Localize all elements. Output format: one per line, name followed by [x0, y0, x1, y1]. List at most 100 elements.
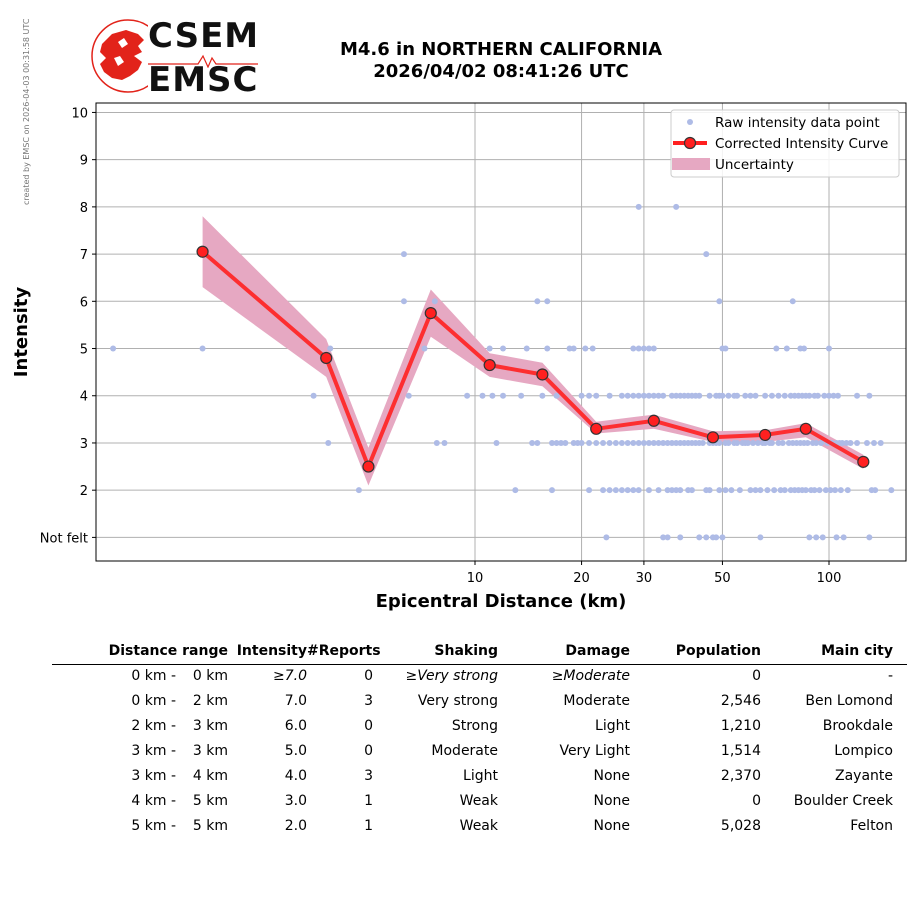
table-row: 0 km - 2 km 7.0 3 Very strong Moderate 2,546 Be… — [52, 690, 907, 715]
cell-distance-from: 5 km - — [131, 818, 176, 834]
y-tick-label: 7 — [80, 248, 88, 263]
raw-data-point — [813, 534, 820, 541]
raw-data-point — [775, 392, 782, 399]
curve-marker — [424, 307, 437, 320]
raw-data-point — [847, 439, 854, 446]
x-tick-label: 50 — [714, 571, 731, 586]
cell-reports: 3 — [364, 768, 373, 784]
cell-distance-to: 3 km — [192, 743, 228, 759]
raw-data-point — [833, 534, 840, 541]
chart-title-line2: 2026/04/02 08:41:26 UTC — [373, 61, 629, 82]
raw-data-point — [645, 487, 652, 494]
raw-data-point — [600, 439, 607, 446]
cell-population: 1,514 — [720, 743, 761, 759]
raw-data-point — [664, 534, 671, 541]
raw-data-point — [821, 392, 828, 399]
raw-data-point — [734, 439, 741, 446]
raw-data-point — [655, 439, 662, 446]
cell-damage: None — [593, 768, 630, 784]
raw-data-point — [716, 298, 723, 305]
raw-data-point — [871, 439, 878, 446]
curve-marker — [799, 422, 812, 435]
curve-layer — [196, 245, 870, 473]
curve-marker — [536, 368, 549, 381]
cell-main-city: Lompico — [834, 743, 893, 759]
raw-data-point — [747, 487, 754, 494]
raw-data-point — [706, 487, 713, 494]
raw-data-point — [888, 487, 895, 494]
raw-data-point — [802, 487, 809, 494]
raw-data-point — [650, 439, 657, 446]
legend-label: Raw intensity data point — [715, 115, 880, 131]
corrected-curve-line — [201, 250, 865, 469]
raw-data-point — [762, 439, 769, 446]
cell-distance-from: 3 km - — [131, 768, 176, 784]
raw-data-point — [673, 392, 680, 399]
raw-data-point — [826, 392, 833, 399]
raw-data-point — [744, 439, 751, 446]
raw-data-point — [660, 392, 667, 399]
raw-data-point — [696, 392, 703, 399]
raw-data-point — [650, 345, 657, 352]
curve-marker — [706, 431, 720, 444]
raw-data-point — [325, 439, 332, 446]
raw-data-point — [673, 487, 680, 494]
raw-data-point — [586, 392, 593, 399]
raw-data-point — [801, 345, 808, 352]
y-tick-label: 10 — [71, 106, 88, 121]
raw-data-point — [640, 439, 647, 446]
header-reports: #Reports — [307, 643, 381, 659]
cell-distance-from: 3 km - — [131, 743, 176, 759]
header-damage: Damage — [565, 643, 630, 659]
raw-data-point — [713, 534, 720, 541]
cell-main-city: - — [887, 668, 893, 684]
raw-data-point — [736, 487, 743, 494]
y-tick-label: Not felt — [40, 531, 88, 546]
legend-uncertainty-swatch — [672, 158, 710, 170]
raw-data-point — [764, 487, 771, 494]
raw-data-point — [832, 487, 839, 494]
raw-data-point — [606, 392, 613, 399]
cell-intensity: ≥7.0 — [273, 668, 307, 684]
table-row: 0 km - 0 km ≥7.0 0 ≥Very strong ≥Moderate 0 - — [52, 665, 907, 690]
raw-data-point — [635, 345, 642, 352]
cell-damage: None — [593, 793, 630, 809]
raw-data-point — [534, 439, 541, 446]
legend-box — [670, 109, 900, 178]
raw-data-point — [110, 345, 117, 352]
plot-frame — [95, 102, 907, 562]
raw-data-point — [827, 487, 834, 494]
cell-population: 5,028 — [720, 818, 761, 834]
raw-data-point — [500, 392, 507, 399]
raw-data-point — [781, 487, 788, 494]
raw-data-point — [624, 392, 631, 399]
raw-data-point — [742, 392, 749, 399]
raw-data-point — [635, 487, 642, 494]
raw-data-point — [544, 298, 551, 305]
x-tick-label: 10 — [467, 571, 484, 586]
raw-data-point — [866, 534, 873, 541]
raw-data-point — [752, 392, 759, 399]
cell-reports: 1 — [364, 818, 373, 834]
cell-population: 0 — [752, 793, 761, 809]
curve-marker — [320, 351, 333, 365]
raw-data-point — [719, 534, 726, 541]
raw-data-point — [811, 487, 818, 494]
header-main-city: Main city — [821, 643, 893, 659]
cell-population: 0 — [752, 668, 761, 684]
cell-reports: 0 — [364, 743, 373, 759]
raw-data-point — [866, 392, 873, 399]
raw-data-point — [539, 392, 546, 399]
raw-data-point — [548, 487, 555, 494]
raw-data-point — [771, 487, 778, 494]
raw-data-point — [668, 392, 675, 399]
raw-data-point — [725, 392, 732, 399]
raw-data-point — [757, 534, 764, 541]
y-tick-label: 8 — [80, 201, 88, 216]
raw-data-point — [783, 345, 790, 352]
cell-main-city: Ben Lomond — [805, 693, 893, 709]
cell-reports: 0 — [364, 668, 373, 684]
raw-data-point — [355, 487, 362, 494]
raw-data-point — [728, 487, 735, 494]
raw-data-point — [630, 487, 637, 494]
